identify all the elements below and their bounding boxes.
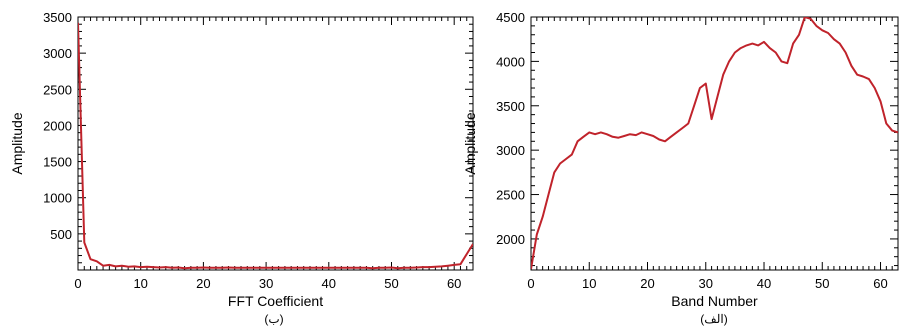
y-tick-label: 1500 [43, 155, 72, 170]
y-tick-label: 2500 [43, 82, 72, 97]
panel-caption: (ب) [264, 312, 283, 326]
plot-frame [77, 16, 474, 271]
y-tick-label: 2000 [43, 118, 72, 133]
x-tick-label: 20 [640, 276, 654, 291]
y-axis-title: Amplitude [462, 112, 478, 174]
x-tick-label: 60 [447, 276, 461, 291]
x-tick-label: 10 [582, 276, 596, 291]
y-tick-label: 1000 [43, 191, 72, 206]
x-tick-label: 40 [322, 276, 336, 291]
y-tick-label: 2500 [496, 188, 525, 203]
y-tick-label: 3500 [496, 99, 525, 114]
y-tick-label: 3500 [43, 10, 72, 25]
x-tick-label: 50 [384, 276, 398, 291]
y-tick-label: 3000 [496, 143, 525, 158]
x-axis-title: Band Number [671, 293, 758, 309]
x-tick-label: 60 [873, 276, 887, 291]
x-tick-label: 50 [815, 276, 829, 291]
x-tick-label: 10 [133, 276, 147, 291]
panel-caption: (الف) [700, 312, 727, 326]
y-tick-label: 3000 [43, 46, 72, 61]
y-tick-label: 500 [50, 227, 72, 242]
y-axis-title: Amplitude [9, 112, 25, 174]
left-chart-panel: 0 10 20 30 40 50 60 500 1000 1500 2000 2500 3000 3500… [9, 10, 474, 326]
x-tick-label: 0 [74, 276, 81, 291]
x-tick-label: 20 [196, 276, 210, 291]
x-tick-label: 30 [259, 276, 273, 291]
x-tick-label: 30 [699, 276, 713, 291]
plot-frame [530, 16, 899, 271]
x-axis-title: FFT Coefficient [228, 293, 323, 309]
x-tick-label: 40 [757, 276, 771, 291]
series-line [78, 22, 473, 270]
y-tick-label: 4000 [496, 54, 525, 69]
y-tick-label: 4500 [496, 10, 525, 25]
x-tick-label: 0 [527, 276, 534, 291]
right-chart-panel: 0 10 20 30 40 50 60 2000 2500 3000 3500 4000 4500 Ban… [462, 10, 899, 326]
series-line [531, 17, 898, 270]
y-tick-label: 2000 [496, 232, 525, 247]
